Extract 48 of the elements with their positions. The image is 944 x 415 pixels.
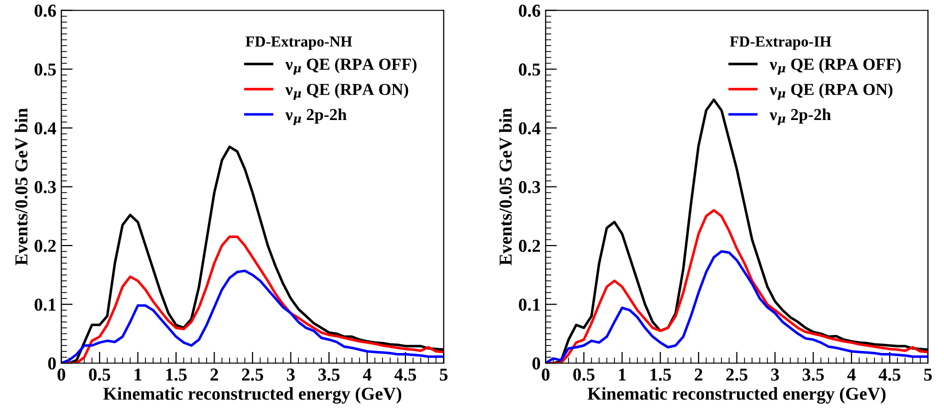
y-tick-label: 0.4 <box>34 122 56 134</box>
y-tick-label: 0.1 <box>34 298 56 311</box>
y-tick-label: 0.5 <box>518 63 540 76</box>
x-tick-label: 5 <box>924 368 932 381</box>
legend-label: ν$_{μ}$ QE (RPA ON) <box>285 83 408 100</box>
x-tick-label: 5 <box>440 368 448 381</box>
x-tick-label: 4 <box>362 368 372 381</box>
legend-label: ν$_{μ}$ QE (RPA ON) <box>770 83 892 100</box>
y-tick-label: 0.1 <box>518 298 540 311</box>
x-tick-label: 3 <box>286 368 295 381</box>
x-tick-label: 3.5 <box>318 368 340 381</box>
y-tick-label: 0 <box>532 357 540 370</box>
y-tick-label: 0.6 <box>518 4 540 17</box>
x-axis-title: Kinematic reconstructed energy (GeV) <box>103 387 402 404</box>
x-tick-label: 1 <box>134 368 142 381</box>
y-tick-label: 0.2 <box>34 240 56 252</box>
x-tick-label: 1 <box>619 368 626 381</box>
y-tick-label: 0.4 <box>518 122 540 134</box>
y-axis-title: Events/0.05 GeV bin <box>499 108 512 266</box>
x-tick-label: 3 <box>771 368 779 381</box>
x-tick-label: 0 <box>58 368 66 381</box>
x-tick-label: 4.5 <box>878 368 900 381</box>
legend-title: FD-Extrapo-NH <box>246 36 352 50</box>
y-axis-title: Events/0.05 GeV bin <box>14 108 28 266</box>
x-tick-label: 0 <box>542 368 550 381</box>
x-tick-label: 1.5 <box>650 368 671 381</box>
y-tick-label: 0.3 <box>34 181 56 194</box>
x-tick-label: 2.5 <box>726 368 748 381</box>
y-tick-label: 0 <box>48 357 56 370</box>
x-tick-label: 0.5 <box>88 368 110 381</box>
y-tick-label: 0.6 <box>34 4 56 17</box>
legend-label: ν$_{μ}$ QE (RPA OFF) <box>770 58 901 75</box>
legend-label: ν$_{μ}$ 2p-2h <box>285 108 347 126</box>
y-tick-label: 0.2 <box>518 240 540 252</box>
x-tick-label: 4.5 <box>394 368 416 381</box>
x-tick-label: 4 <box>847 368 856 381</box>
x-tick-label: 2 <box>694 368 702 381</box>
y-tick-label: 0.3 <box>518 181 540 194</box>
x-tick-label: 0.5 <box>573 368 594 381</box>
x-axis-title: Kinematic reconstructed energy (GeV) <box>588 387 886 404</box>
x-tick-label: 3.5 <box>802 368 824 381</box>
legend-label: ν$_{μ}$ QE (RPA OFF) <box>285 58 416 75</box>
legend-title: FD-Extrapo-IH <box>730 36 832 50</box>
legend-label: ν$_{μ}$ 2p-2h <box>770 108 831 126</box>
x-tick-label: 1.5 <box>166 368 187 381</box>
x-tick-label: 2.5 <box>242 368 264 381</box>
x-tick-label: 2 <box>210 368 218 381</box>
y-tick-label: 0.5 <box>34 63 56 76</box>
